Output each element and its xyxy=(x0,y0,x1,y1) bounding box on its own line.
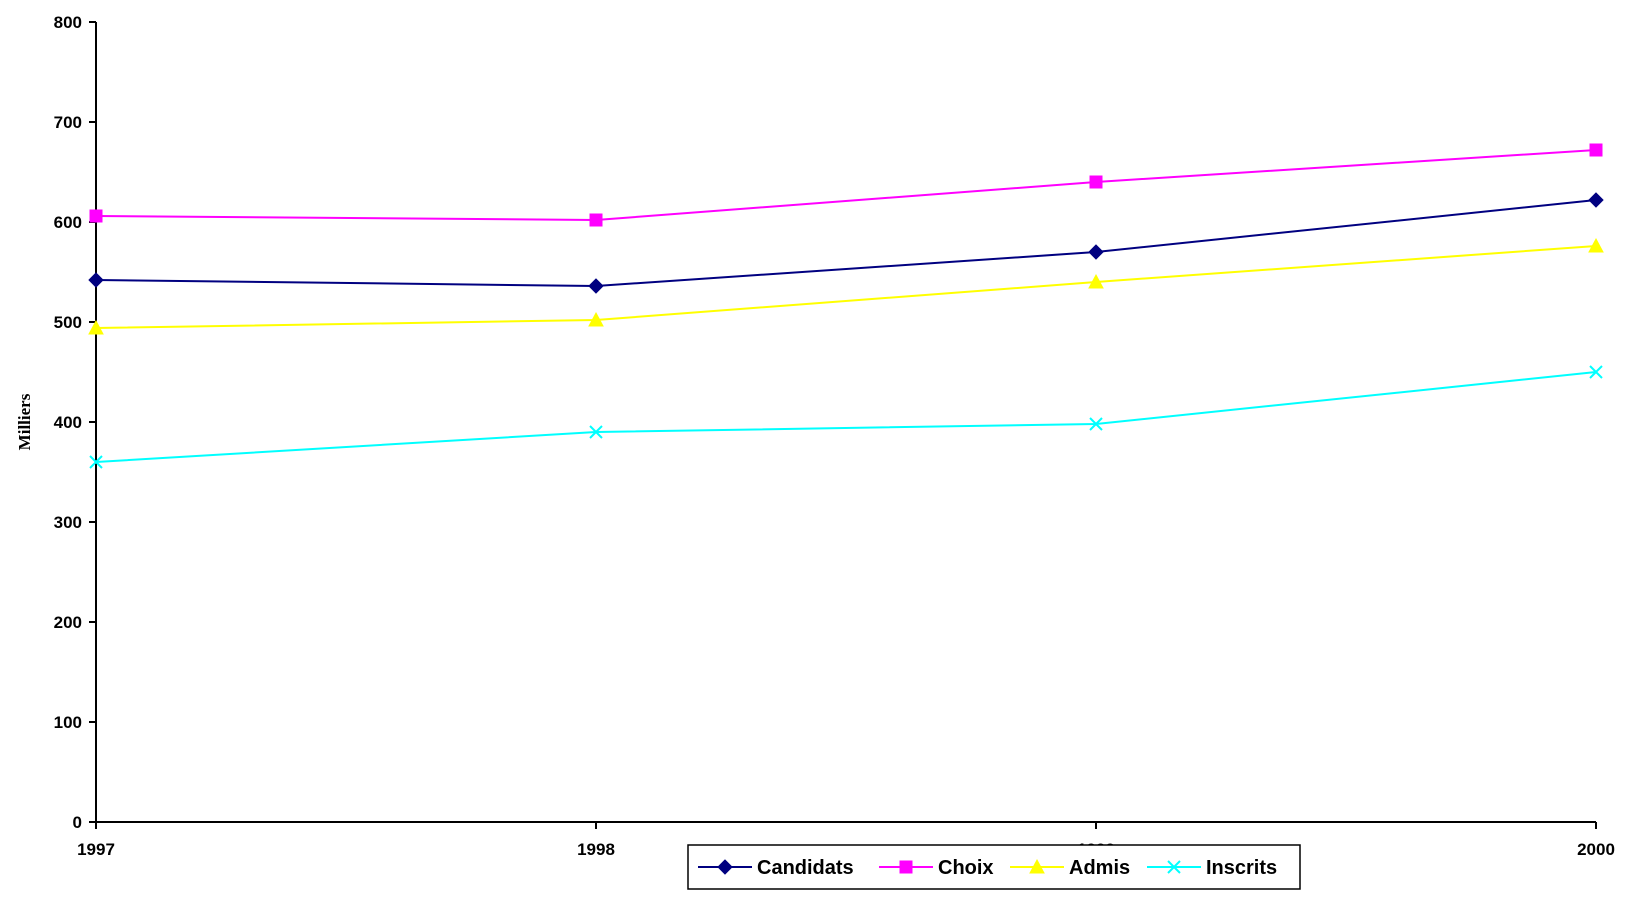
legend-label-choix: Choix xyxy=(938,857,994,879)
legend: Candidats Choix Admis Inscrits xyxy=(687,844,1301,890)
legend-item-candidats: Candidats xyxy=(698,857,854,879)
series-choix xyxy=(89,143,1603,227)
legend-marker-candidats xyxy=(717,859,733,875)
y-axis-ticks: 0 100 200 300 400 500 600 700 800 xyxy=(54,13,96,832)
data-point-inscrits xyxy=(89,455,103,469)
legend-label-inscrits: Inscrits xyxy=(1206,857,1277,879)
data-point-admis xyxy=(1588,237,1604,253)
legend-marker-admis xyxy=(1029,858,1045,874)
y-tick-label: 700 xyxy=(54,113,82,132)
y-tick-label: 600 xyxy=(54,213,82,232)
y-tick-label: 100 xyxy=(54,713,82,732)
data-point-inscrits xyxy=(1589,365,1603,379)
legend-item-admis: Admis xyxy=(1010,857,1130,879)
series-layer xyxy=(88,143,1604,469)
legend-marker-choix xyxy=(899,860,913,874)
data-point-choix xyxy=(589,213,603,227)
data-point-candidats xyxy=(88,272,104,288)
data-point-admis xyxy=(88,319,104,335)
data-point-candidats xyxy=(1588,192,1604,208)
legend-item-inscrits: Inscrits xyxy=(1147,857,1277,879)
data-point-choix xyxy=(89,209,103,223)
data-point-candidats xyxy=(1088,244,1104,260)
data-point-candidats xyxy=(588,278,604,294)
data-point-inscrits xyxy=(589,425,603,439)
x-tick-label: 2000 xyxy=(1577,840,1615,859)
x-tick-label: 1997 xyxy=(77,840,115,859)
data-point-choix xyxy=(1089,175,1103,189)
data-point-choix xyxy=(1589,143,1603,157)
series-line-candidats xyxy=(95,199,1597,288)
data-point-inscrits xyxy=(1089,417,1103,431)
y-tick-label: 200 xyxy=(54,613,82,632)
legend-label-admis: Admis xyxy=(1069,857,1130,879)
y-tick-label: 300 xyxy=(54,513,82,532)
y-tick-label: 400 xyxy=(54,413,82,432)
legend-item-choix: Choix xyxy=(879,857,994,879)
series-admis xyxy=(88,237,1604,335)
legend-label-candidats: Candidats xyxy=(757,857,854,879)
y-tick-label: 500 xyxy=(54,313,82,332)
series-inscrits xyxy=(89,365,1603,469)
series-candidats xyxy=(88,192,1604,294)
x-tick-label: 1998 xyxy=(577,840,615,859)
series-line-inscrits xyxy=(95,371,1597,463)
series-line-admis xyxy=(95,245,1597,329)
y-tick-label: 800 xyxy=(54,13,82,32)
data-point-admis xyxy=(588,311,604,327)
data-point-admis xyxy=(1088,273,1104,289)
y-tick-label: 0 xyxy=(73,813,82,832)
legend-marker-inscrits xyxy=(1167,860,1181,874)
series-line-choix xyxy=(95,149,1597,222)
y-axis-title: Milliers xyxy=(15,393,34,450)
